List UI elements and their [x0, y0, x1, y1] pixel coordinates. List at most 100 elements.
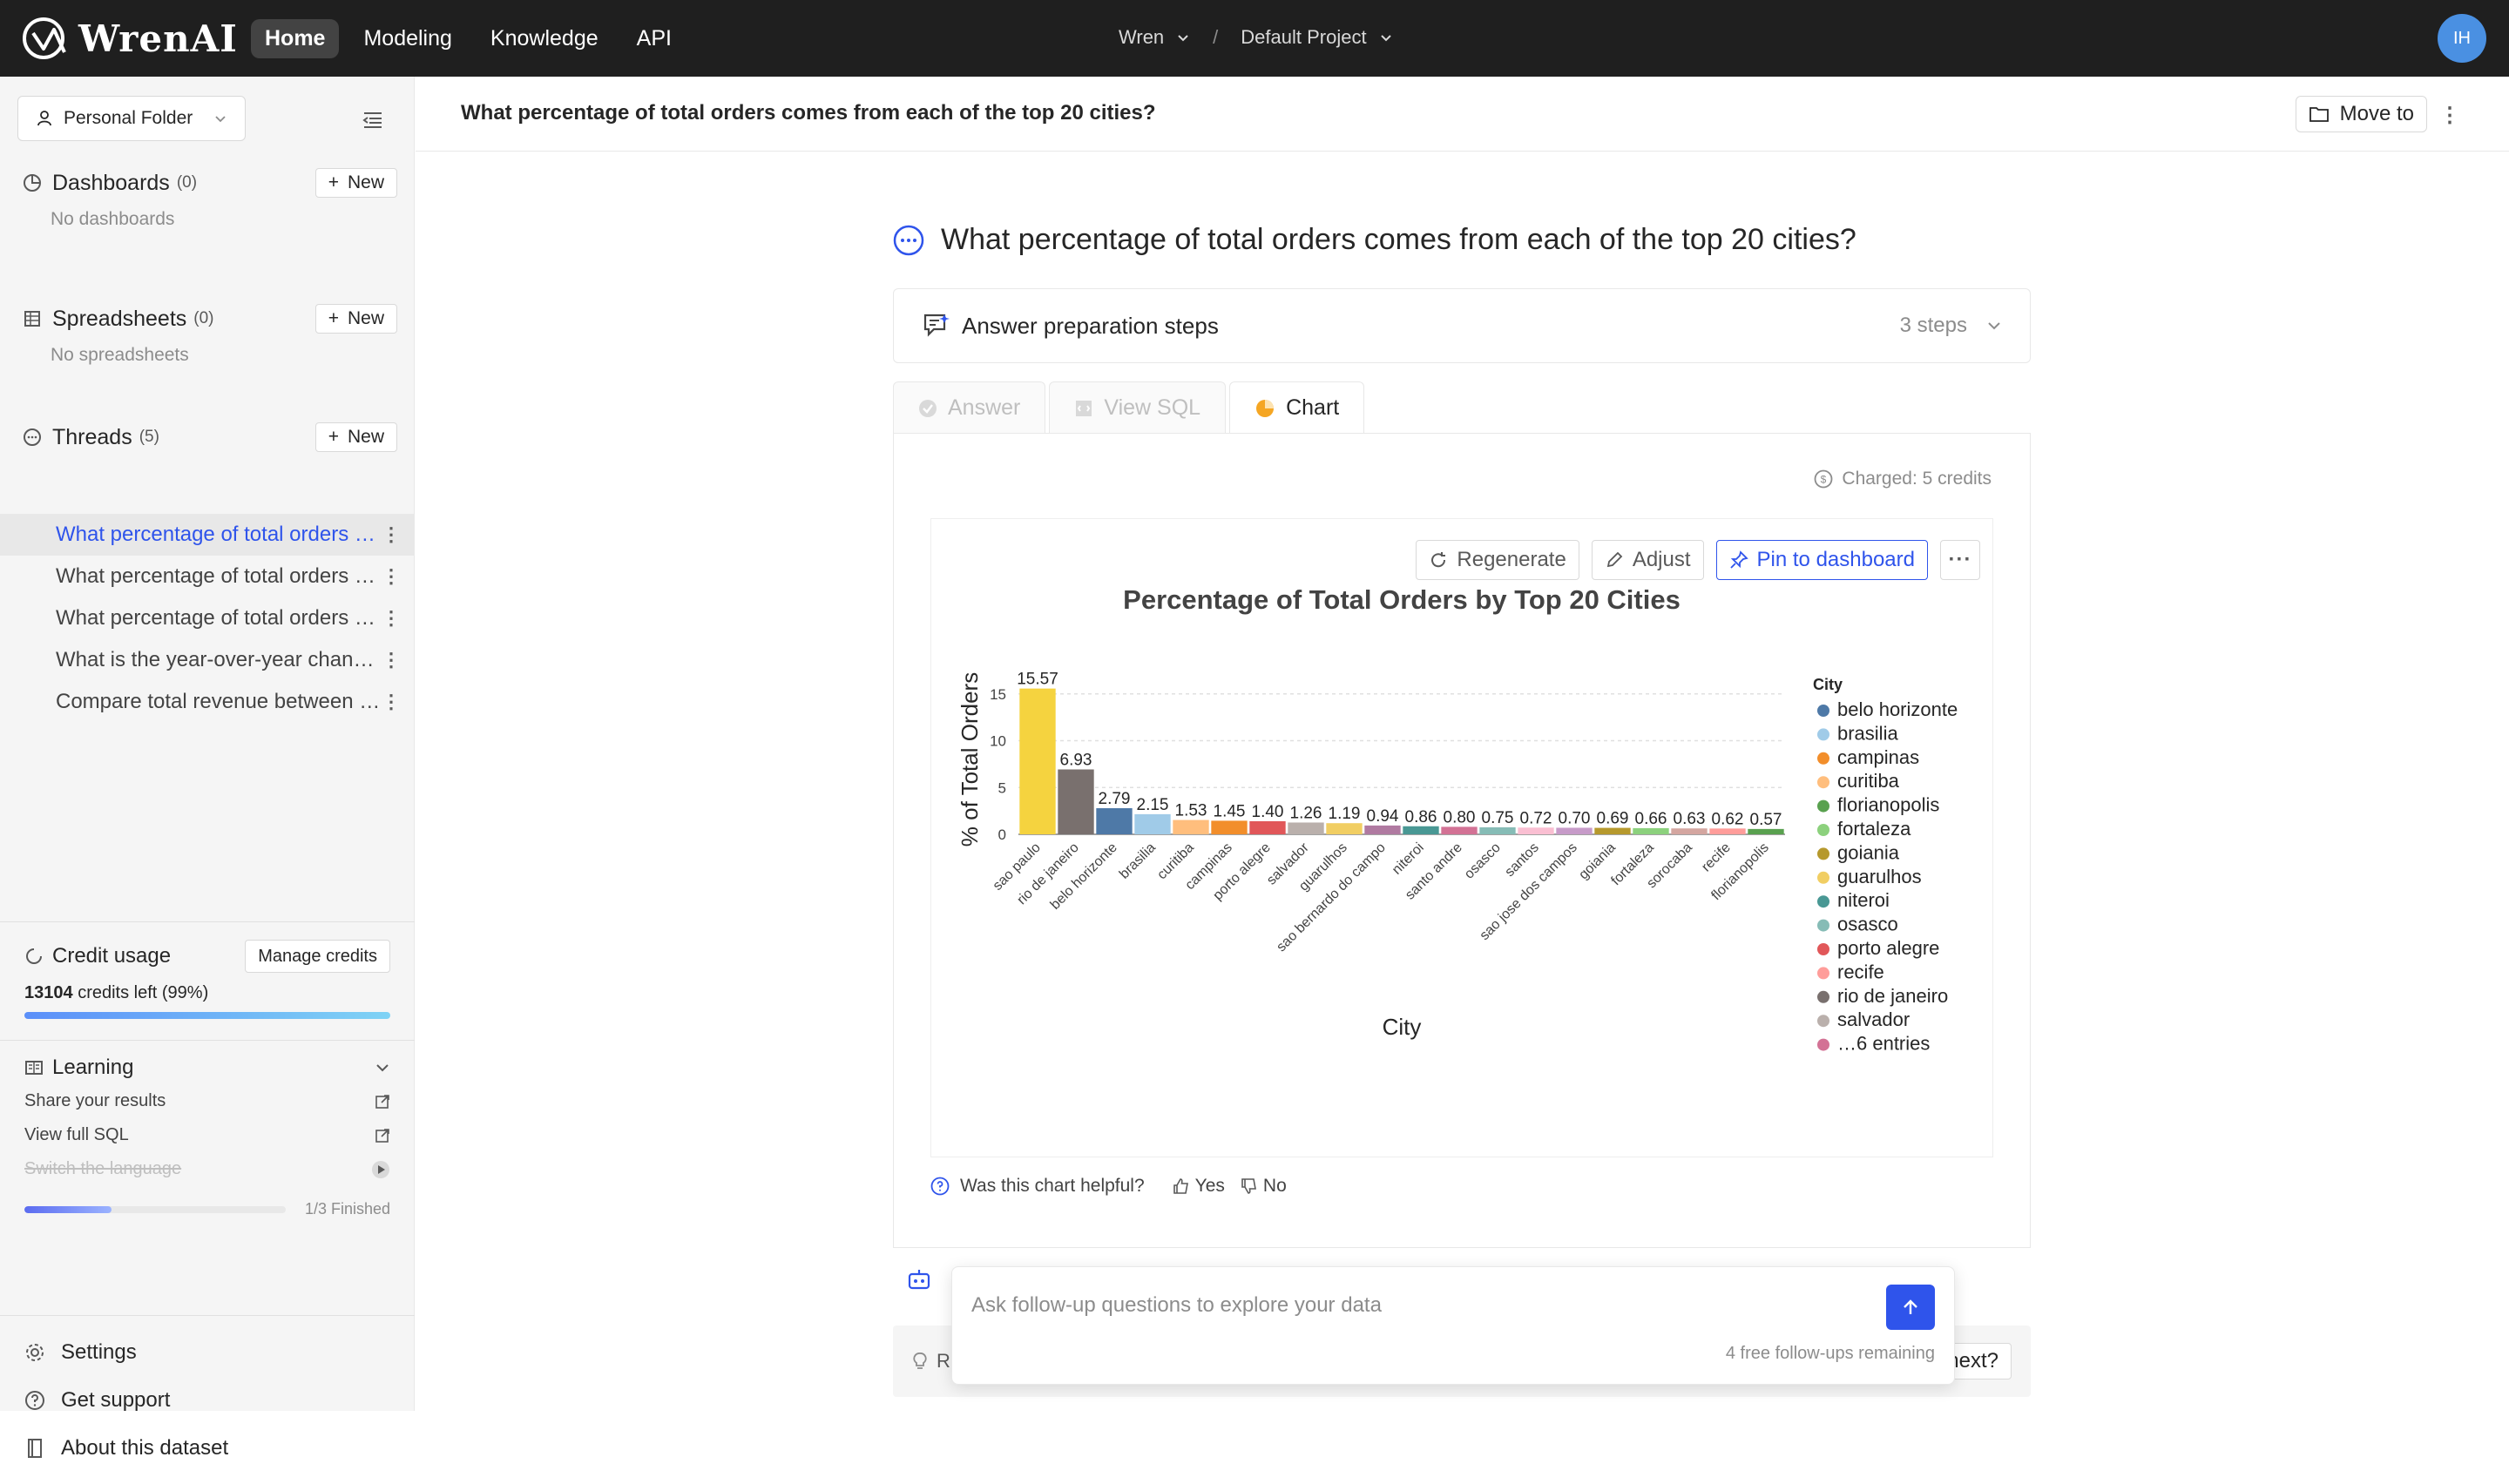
about-dataset-link[interactable]: About this dataset: [24, 1424, 390, 1472]
x-axis-label: City: [1383, 1014, 1422, 1040]
thread-item[interactable]: What percentage of total orders comes fr…: [0, 514, 415, 556]
thread-item[interactable]: Compare total revenue between states ⋮: [0, 681, 415, 723]
data-label: 0.75: [1482, 809, 1514, 827]
legend-label: guarulhos: [1837, 866, 1922, 887]
y-tick-label: 10: [990, 733, 1006, 750]
manage-credits-button[interactable]: Manage credits: [245, 940, 390, 973]
tab-chart[interactable]: Chart: [1229, 381, 1365, 434]
x-tick-label: brasilia: [1117, 840, 1159, 882]
legend-swatch: [1817, 752, 1829, 765]
thread-header: What percentage of total orders comes fr…: [416, 77, 2509, 152]
data-label: 2.79: [1099, 790, 1131, 808]
thread-item[interactable]: What is the year-over-year change in rev…: [0, 639, 415, 681]
legend-label: curitiba: [1837, 770, 1900, 792]
app-name: WrenAI: [78, 17, 238, 60]
app-logo[interactable]: WrenAI: [21, 14, 238, 63]
bar: [1288, 822, 1324, 834]
nav-home[interactable]: Home: [251, 19, 340, 58]
x-tick-label: niteroi: [1390, 840, 1427, 878]
chevron-down-icon[interactable]: [1176, 30, 1190, 44]
data-label: 1.45: [1214, 802, 1246, 820]
new-thread-label: New: [347, 427, 384, 447]
learning-item[interactable]: View full SQL: [24, 1118, 390, 1152]
legend-label: porto alegre: [1837, 937, 1939, 959]
user-icon: [37, 111, 51, 126]
tab-answer-label: Answer: [948, 395, 1021, 420]
nav-modeling[interactable]: Modeling: [363, 26, 452, 51]
book-icon: [28, 1438, 42, 1458]
y-tick-label: 0: [998, 826, 1006, 843]
lightbulb-icon: [913, 1352, 927, 1369]
learning-header[interactable]: Learning: [24, 1051, 390, 1084]
credits-amount: 13104: [24, 983, 73, 1002]
answer-preparation-steps[interactable]: Answer preparation steps 3 steps: [893, 288, 2031, 363]
legend-swatch: [1817, 1038, 1829, 1051]
tab-view-sql[interactable]: View SQL: [1049, 381, 1227, 434]
spreadsheet-icon: [24, 311, 40, 327]
project-selector[interactable]: Default Project: [1241, 26, 1367, 48]
more-icon[interactable]: ⋮: [382, 607, 401, 629]
more-icon[interactable]: ⋮: [382, 649, 401, 671]
feedback-no-button[interactable]: No: [1241, 1176, 1287, 1197]
feedback-yes-button[interactable]: Yes: [1173, 1176, 1225, 1197]
pin-to-dashboard-button[interactable]: Pin to dashboard: [1715, 540, 1928, 580]
nav-api[interactable]: API: [636, 26, 672, 51]
adjust-button[interactable]: Adjust: [1591, 540, 1704, 580]
chevron-down-icon[interactable]: [1379, 30, 1393, 44]
new-thread-button[interactable]: + New: [314, 422, 397, 452]
more-icon[interactable]: ⋮: [382, 565, 401, 587]
more-icon[interactable]: ⋮: [2439, 104, 2460, 127]
spreadsheets-title: Spreadsheets: [52, 306, 187, 331]
code-icon: [1076, 400, 1092, 416]
feedback-yes-label: Yes: [1194, 1176, 1225, 1196]
spreadsheets-section: Spreadsheets (0) + New No spreadsheets: [23, 301, 397, 366]
feedback-question: Was this chart helpful?: [960, 1176, 1145, 1196]
new-spreadsheet-button[interactable]: + New: [314, 304, 397, 334]
gear-icon: [26, 1343, 44, 1361]
legend-label: niteroi: [1837, 889, 1890, 911]
about-dataset-label: About this dataset: [61, 1435, 229, 1460]
legend-label: rio de janeiro: [1837, 985, 1948, 1007]
new-dashboard-button[interactable]: + New: [314, 168, 397, 198]
external-link-icon: [375, 1094, 389, 1109]
check-circle-icon: [919, 399, 937, 417]
thread-item[interactable]: What percentage of total orders comes fr…: [0, 597, 415, 639]
user-avatar[interactable]: IH: [2438, 14, 2486, 63]
learning-item[interactable]: Switch the language: [24, 1152, 390, 1186]
bar: [1594, 827, 1631, 834]
adjust-label: Adjust: [1632, 548, 1691, 571]
followup-composer: 4 free follow-ups remaining: [951, 1266, 1955, 1385]
chevron-down-icon[interactable]: [375, 1060, 390, 1076]
collapse-sidebar-icon[interactable]: [361, 108, 385, 132]
recommended-label: R: [912, 1350, 950, 1373]
plus-icon: +: [328, 172, 339, 192]
credit-usage: Credit usage Manage credits 13104 credit…: [0, 921, 415, 1035]
legend-label: brasilia: [1837, 722, 1898, 744]
thread-item[interactable]: What percentage of total orders comes fr…: [0, 556, 415, 597]
more-icon[interactable]: ⋮: [382, 523, 401, 545]
tab-answer[interactable]: Answer: [893, 381, 1046, 434]
nav-knowledge[interactable]: Knowledge: [490, 26, 599, 51]
external-link-icon: [375, 1128, 389, 1143]
settings-link[interactable]: Settings: [24, 1328, 390, 1376]
support-link[interactable]: Get support: [24, 1376, 390, 1424]
followup-input[interactable]: [971, 1293, 1843, 1318]
folder-selector[interactable]: Personal Folder: [17, 96, 246, 141]
bar: [1518, 827, 1554, 834]
feedback-no-label: No: [1262, 1176, 1287, 1196]
learning-item[interactable]: Share your results: [24, 1084, 390, 1118]
learning-section: Learning Share your results View full SQ…: [0, 1040, 415, 1301]
more-icon[interactable]: ⋮: [382, 691, 401, 712]
thumbs-up-icon: [1173, 1178, 1188, 1194]
regenerate-button[interactable]: Regenerate: [1416, 540, 1579, 580]
x-tick-label: recife: [1699, 840, 1734, 875]
svg-text:$: $: [1821, 474, 1827, 486]
loading-icon: [26, 948, 42, 964]
result-tabs: Answer View SQL Chart: [893, 381, 1365, 434]
chevron-down-icon: [215, 116, 226, 123]
chart-more-button[interactable]: ···: [1940, 540, 1980, 580]
send-button[interactable]: [1886, 1285, 1935, 1330]
move-to-button[interactable]: Move to: [2295, 96, 2427, 132]
learning-progress-text: 1/3 Finished: [304, 1200, 390, 1218]
org-selector[interactable]: Wren: [1119, 26, 1165, 48]
